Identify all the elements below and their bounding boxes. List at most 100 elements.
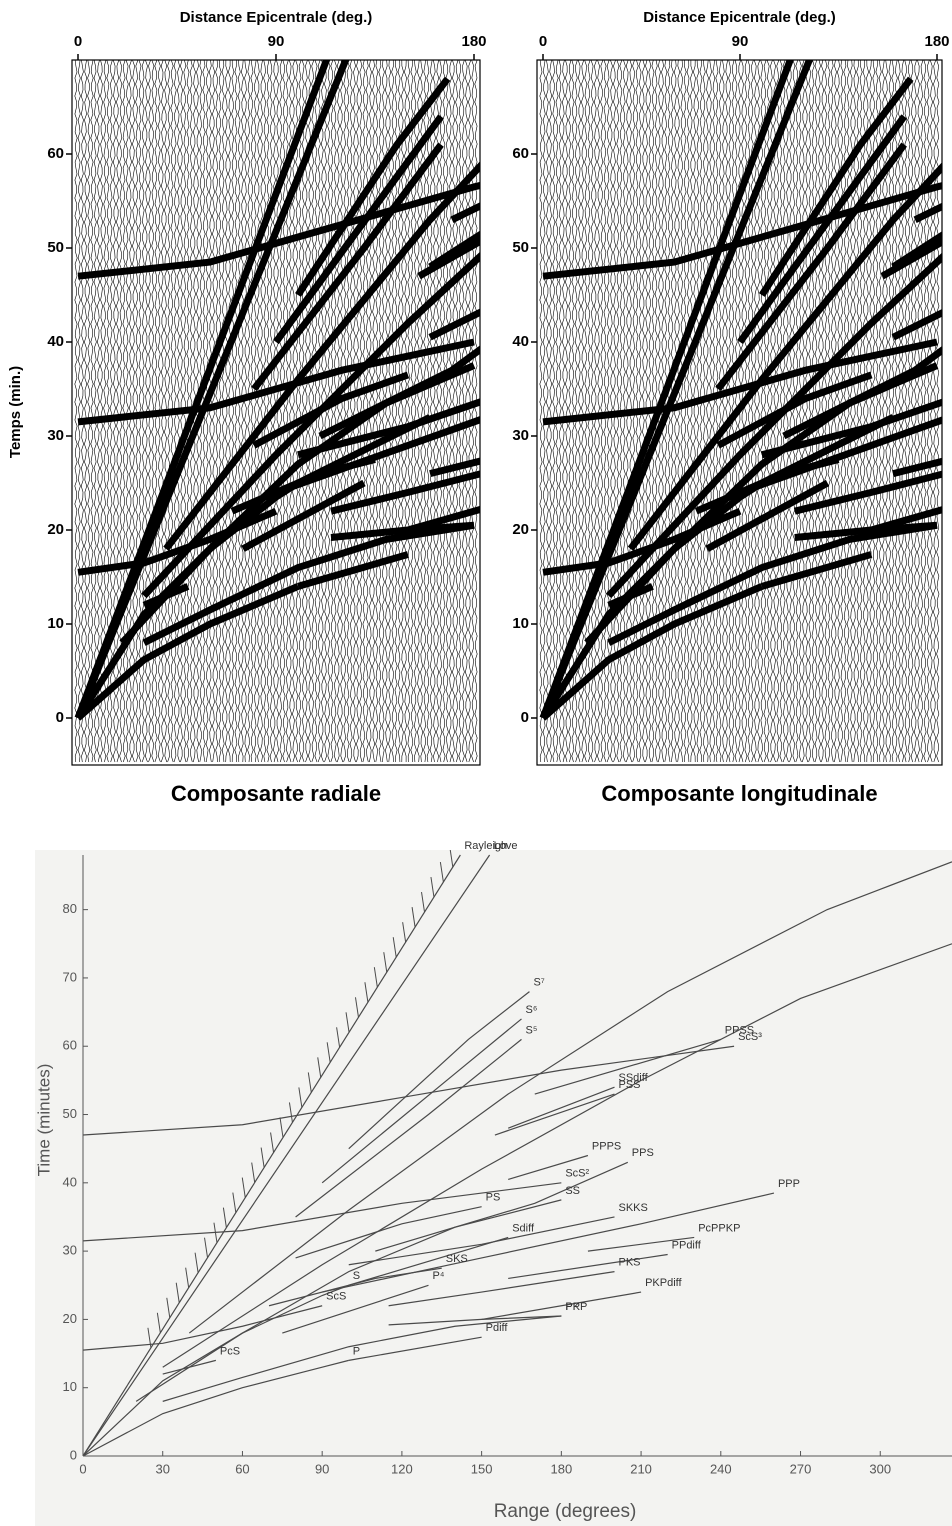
- hatch: [279, 1117, 284, 1138]
- trace: [869, 60, 873, 763]
- trace: [250, 60, 254, 763]
- trace: [725, 60, 729, 763]
- scan-background: [35, 850, 952, 1526]
- trace: [436, 60, 440, 763]
- curve-label: SS: [565, 1185, 580, 1197]
- x-tick-label: 0: [539, 33, 547, 50]
- trace: [897, 60, 901, 763]
- trace: [135, 60, 139, 763]
- phase-arrival: [606, 252, 942, 599]
- x-tick-label: 180: [924, 33, 949, 50]
- phase-arrival: [607, 521, 938, 646]
- phase-arrival: [297, 398, 480, 459]
- trace: [244, 60, 248, 763]
- travel-time-curve: [83, 1305, 323, 1351]
- trace: [702, 60, 706, 763]
- y-tick-label: 0: [70, 1447, 77, 1462]
- phase-arrival: [77, 338, 475, 426]
- hatch: [156, 1312, 161, 1333]
- trace: [109, 60, 113, 763]
- phase-arrival: [758, 76, 914, 297]
- phase-arrival: [539, 60, 794, 720]
- hatch: [298, 1087, 303, 1108]
- y-axis-title: Temps (min.): [7, 366, 24, 458]
- trace: [394, 60, 398, 763]
- trace: [571, 60, 575, 763]
- trace: [468, 60, 472, 763]
- phase-arrival: [163, 161, 480, 551]
- trace: [808, 60, 812, 763]
- trace: [215, 60, 219, 763]
- trace: [542, 60, 546, 763]
- curve-label: P: [353, 1345, 360, 1357]
- hatch: [222, 1207, 227, 1228]
- travel-time-curve: [83, 1359, 349, 1456]
- trace: [715, 60, 719, 763]
- phase-arrival: [273, 114, 444, 345]
- travel-time-curve: [295, 1206, 482, 1259]
- travel-time-curve: [188, 861, 952, 1334]
- travel-time-curve: [534, 1038, 721, 1095]
- trace: [340, 60, 344, 763]
- travel-time-curve: [507, 1086, 615, 1129]
- curve-label: PSS: [618, 1079, 640, 1091]
- trace: [240, 60, 244, 763]
- phase-arrival: [74, 60, 331, 720]
- curve-label: PPS: [632, 1147, 654, 1159]
- travel-time-curve: [508, 1253, 668, 1280]
- phase-arrival: [607, 583, 654, 609]
- trace: [849, 60, 853, 763]
- x-tick-label: 0: [79, 1461, 86, 1476]
- curve-label: PcS: [220, 1345, 240, 1357]
- trace: [885, 60, 889, 763]
- trace: [260, 60, 264, 763]
- trace: [439, 60, 443, 763]
- curve-label: ScS³: [738, 1031, 762, 1043]
- trace: [106, 60, 110, 763]
- phase-arrival: [77, 507, 278, 576]
- trace: [689, 60, 693, 763]
- travel-time-curve: [83, 854, 461, 1456]
- trace: [606, 60, 610, 763]
- y-tick-label: 30: [47, 427, 64, 444]
- trace: [464, 60, 468, 763]
- trace: [276, 60, 280, 763]
- trace: [285, 60, 289, 763]
- curve-label: PcPPKP: [698, 1222, 740, 1234]
- curve-label: PPPS: [592, 1140, 621, 1152]
- curve-label: Love: [494, 840, 518, 852]
- phase-arrival: [407, 505, 480, 534]
- trace: [936, 60, 940, 763]
- phase-arrival: [913, 202, 942, 223]
- travel-time-plot: [83, 850, 952, 1456]
- trace: [773, 60, 777, 763]
- trace: [356, 60, 360, 763]
- seismogram-plot: [539, 60, 942, 763]
- curve-label: ScS²: [565, 1168, 589, 1180]
- trace: [407, 60, 411, 763]
- trace: [859, 60, 863, 763]
- trace: [384, 60, 388, 763]
- trace: [865, 60, 869, 763]
- trace: [872, 60, 876, 763]
- trace: [750, 60, 754, 763]
- x-tick-label: 300: [869, 1461, 891, 1476]
- travel-time-curve: [375, 1161, 629, 1252]
- y-tick-label: 80: [63, 901, 77, 916]
- phase-arrival: [542, 507, 742, 576]
- phase-arrival: [428, 308, 480, 341]
- y-tick-label: 0: [56, 709, 64, 726]
- hatch: [194, 1252, 199, 1273]
- trace: [295, 60, 299, 763]
- travel-time-curve: [348, 1216, 615, 1266]
- curve-label: P⁴: [432, 1270, 444, 1282]
- trace: [817, 60, 821, 763]
- trace: [256, 60, 260, 763]
- phase-arrival: [760, 551, 873, 590]
- trace: [423, 60, 427, 763]
- trace: [112, 60, 116, 763]
- trace: [279, 60, 283, 763]
- curve-label: SSdiff: [618, 1072, 648, 1084]
- trace: [801, 60, 805, 763]
- trace: [709, 60, 713, 763]
